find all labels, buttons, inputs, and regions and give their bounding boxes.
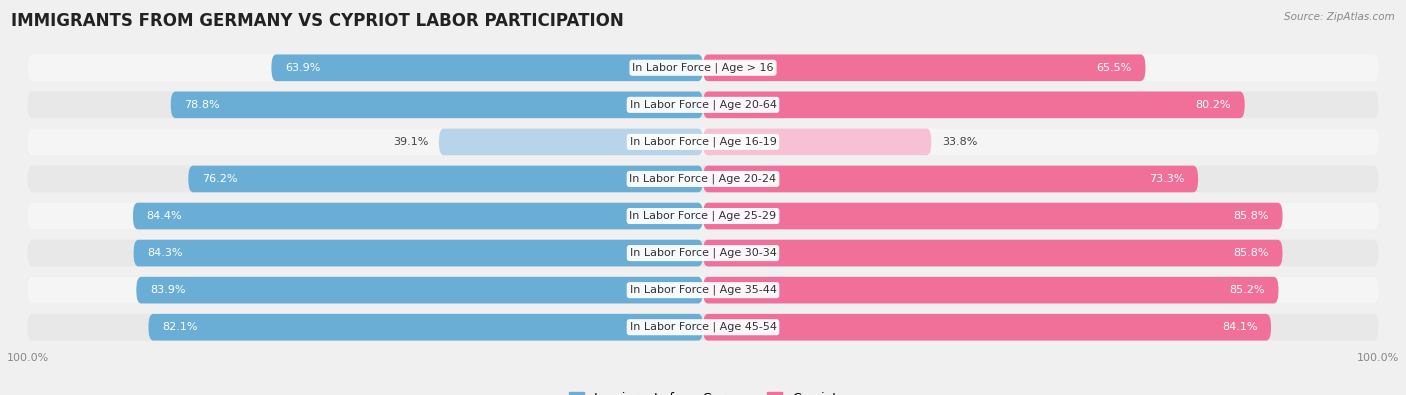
FancyBboxPatch shape [703, 128, 931, 155]
Text: 39.1%: 39.1% [392, 137, 427, 147]
Text: In Labor Force | Age 25-29: In Labor Force | Age 25-29 [630, 211, 776, 221]
FancyBboxPatch shape [28, 92, 1378, 118]
FancyBboxPatch shape [170, 92, 703, 118]
FancyBboxPatch shape [136, 277, 703, 303]
Text: In Labor Force | Age 16-19: In Labor Force | Age 16-19 [630, 137, 776, 147]
FancyBboxPatch shape [134, 240, 703, 267]
Legend: Immigrants from Germany, Cypriot: Immigrants from Germany, Cypriot [567, 389, 839, 395]
FancyBboxPatch shape [703, 55, 1146, 81]
Text: In Labor Force | Age 20-64: In Labor Force | Age 20-64 [630, 100, 776, 110]
FancyBboxPatch shape [703, 166, 1198, 192]
FancyBboxPatch shape [28, 203, 1378, 229]
FancyBboxPatch shape [439, 128, 703, 155]
Text: 83.9%: 83.9% [150, 285, 186, 295]
FancyBboxPatch shape [28, 314, 1378, 340]
FancyBboxPatch shape [28, 128, 1378, 155]
Text: 85.8%: 85.8% [1233, 211, 1270, 221]
FancyBboxPatch shape [703, 92, 1244, 118]
Text: In Labor Force | Age > 16: In Labor Force | Age > 16 [633, 62, 773, 73]
FancyBboxPatch shape [703, 203, 1282, 229]
FancyBboxPatch shape [28, 277, 1378, 303]
Text: 84.3%: 84.3% [148, 248, 183, 258]
Text: 85.2%: 85.2% [1229, 285, 1265, 295]
FancyBboxPatch shape [28, 240, 1378, 267]
Text: 84.4%: 84.4% [146, 211, 181, 221]
Text: 76.2%: 76.2% [202, 174, 238, 184]
Text: 82.1%: 82.1% [162, 322, 197, 332]
Text: In Labor Force | Age 45-54: In Labor Force | Age 45-54 [630, 322, 776, 333]
FancyBboxPatch shape [28, 55, 1378, 81]
Text: 80.2%: 80.2% [1195, 100, 1232, 110]
FancyBboxPatch shape [28, 166, 1378, 192]
Text: IMMIGRANTS FROM GERMANY VS CYPRIOT LABOR PARTICIPATION: IMMIGRANTS FROM GERMANY VS CYPRIOT LABOR… [11, 12, 624, 30]
FancyBboxPatch shape [188, 166, 703, 192]
Text: 63.9%: 63.9% [285, 63, 321, 73]
Text: In Labor Force | Age 30-34: In Labor Force | Age 30-34 [630, 248, 776, 258]
Text: Source: ZipAtlas.com: Source: ZipAtlas.com [1284, 12, 1395, 22]
Text: 78.8%: 78.8% [184, 100, 219, 110]
FancyBboxPatch shape [703, 277, 1278, 303]
Text: 84.1%: 84.1% [1222, 322, 1257, 332]
Text: 73.3%: 73.3% [1149, 174, 1185, 184]
Text: 65.5%: 65.5% [1097, 63, 1132, 73]
Text: 33.8%: 33.8% [942, 137, 977, 147]
FancyBboxPatch shape [271, 55, 703, 81]
Text: In Labor Force | Age 35-44: In Labor Force | Age 35-44 [630, 285, 776, 295]
FancyBboxPatch shape [134, 203, 703, 229]
Text: 85.8%: 85.8% [1233, 248, 1270, 258]
Text: In Labor Force | Age 20-24: In Labor Force | Age 20-24 [630, 174, 776, 184]
FancyBboxPatch shape [703, 314, 1271, 340]
FancyBboxPatch shape [703, 240, 1282, 267]
FancyBboxPatch shape [149, 314, 703, 340]
